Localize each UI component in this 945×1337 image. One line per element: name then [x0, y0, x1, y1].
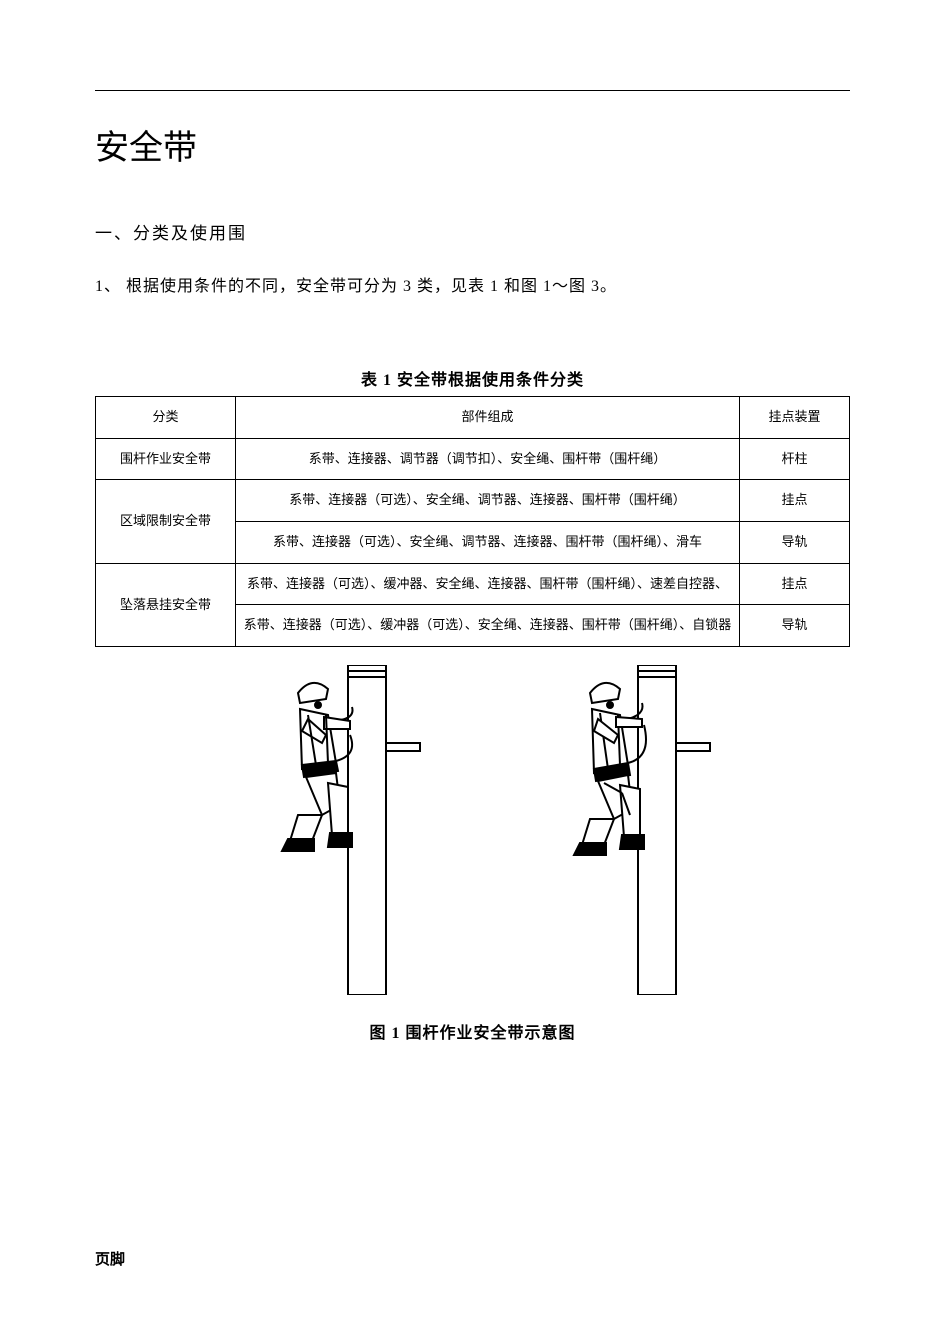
figure-row: [95, 665, 850, 995]
th-category: 分类: [96, 397, 236, 439]
climber-left-illustration: [228, 665, 428, 995]
cell-anchor: 导轨: [740, 522, 850, 564]
page-footer: 页脚: [95, 1248, 125, 1269]
figure-caption: 图 1 围杆作业安全带示意图: [95, 1019, 850, 1043]
cell-components: 系带、连接器（可选）、缓冲器、安全绳、连接器、围杆带（围杆绳）、速差自控器、: [236, 563, 740, 605]
cell-components: 系带、连接器（可选）、安全绳、调节器、连接器、围杆带（围杆绳）、滑车: [236, 522, 740, 564]
classification-table: 分类 部件组成 挂点装置 围杆作业安全带 系带、连接器、调节器（调节扣）、安全绳…: [95, 396, 850, 647]
cell-components: 系带、连接器（可选）、安全绳、调节器、连接器、围杆带（围杆绳）: [236, 480, 740, 522]
cell-category: 坠落悬挂安全带: [96, 563, 236, 646]
cell-anchor: 杆柱: [740, 438, 850, 480]
th-anchor: 挂点装置: [740, 397, 850, 439]
table-header-row: 分类 部件组成 挂点装置: [96, 397, 850, 439]
th-components: 部件组成: [236, 397, 740, 439]
document-title: 安全带: [95, 120, 850, 169]
table-row: 坠落悬挂安全带 系带、连接器（可选）、缓冲器、安全绳、连接器、围杆带（围杆绳）、…: [96, 563, 850, 605]
climber-right-illustration: [518, 665, 718, 995]
cell-anchor: 导轨: [740, 605, 850, 647]
cell-anchor: 挂点: [740, 563, 850, 605]
table-row: 围杆作业安全带 系带、连接器、调节器（调节扣）、安全绳、围杆带（围杆绳） 杆柱: [96, 438, 850, 480]
horizontal-rule: [95, 90, 850, 91]
cell-components: 系带、连接器、调节器（调节扣）、安全绳、围杆带（围杆绳）: [236, 438, 740, 480]
cell-components: 系带、连接器（可选）、缓冲器（可选）、安全绳、连接器、围杆带（围杆绳）、自锁器: [236, 605, 740, 647]
section-heading: 一、分类及使用围: [95, 219, 850, 244]
cell-category: 区域限制安全带: [96, 480, 236, 563]
table-row: 区域限制安全带 系带、连接器（可选）、安全绳、调节器、连接器、围杆带（围杆绳） …: [96, 480, 850, 522]
cell-anchor: 挂点: [740, 480, 850, 522]
table-caption: 表 1 安全带根据使用条件分类: [95, 366, 850, 390]
paragraph: 1、 根据使用条件的不同，安全带可分为 3 类，见表 1 和图 1～图 3。: [95, 272, 850, 296]
cell-category: 围杆作业安全带: [96, 438, 236, 480]
